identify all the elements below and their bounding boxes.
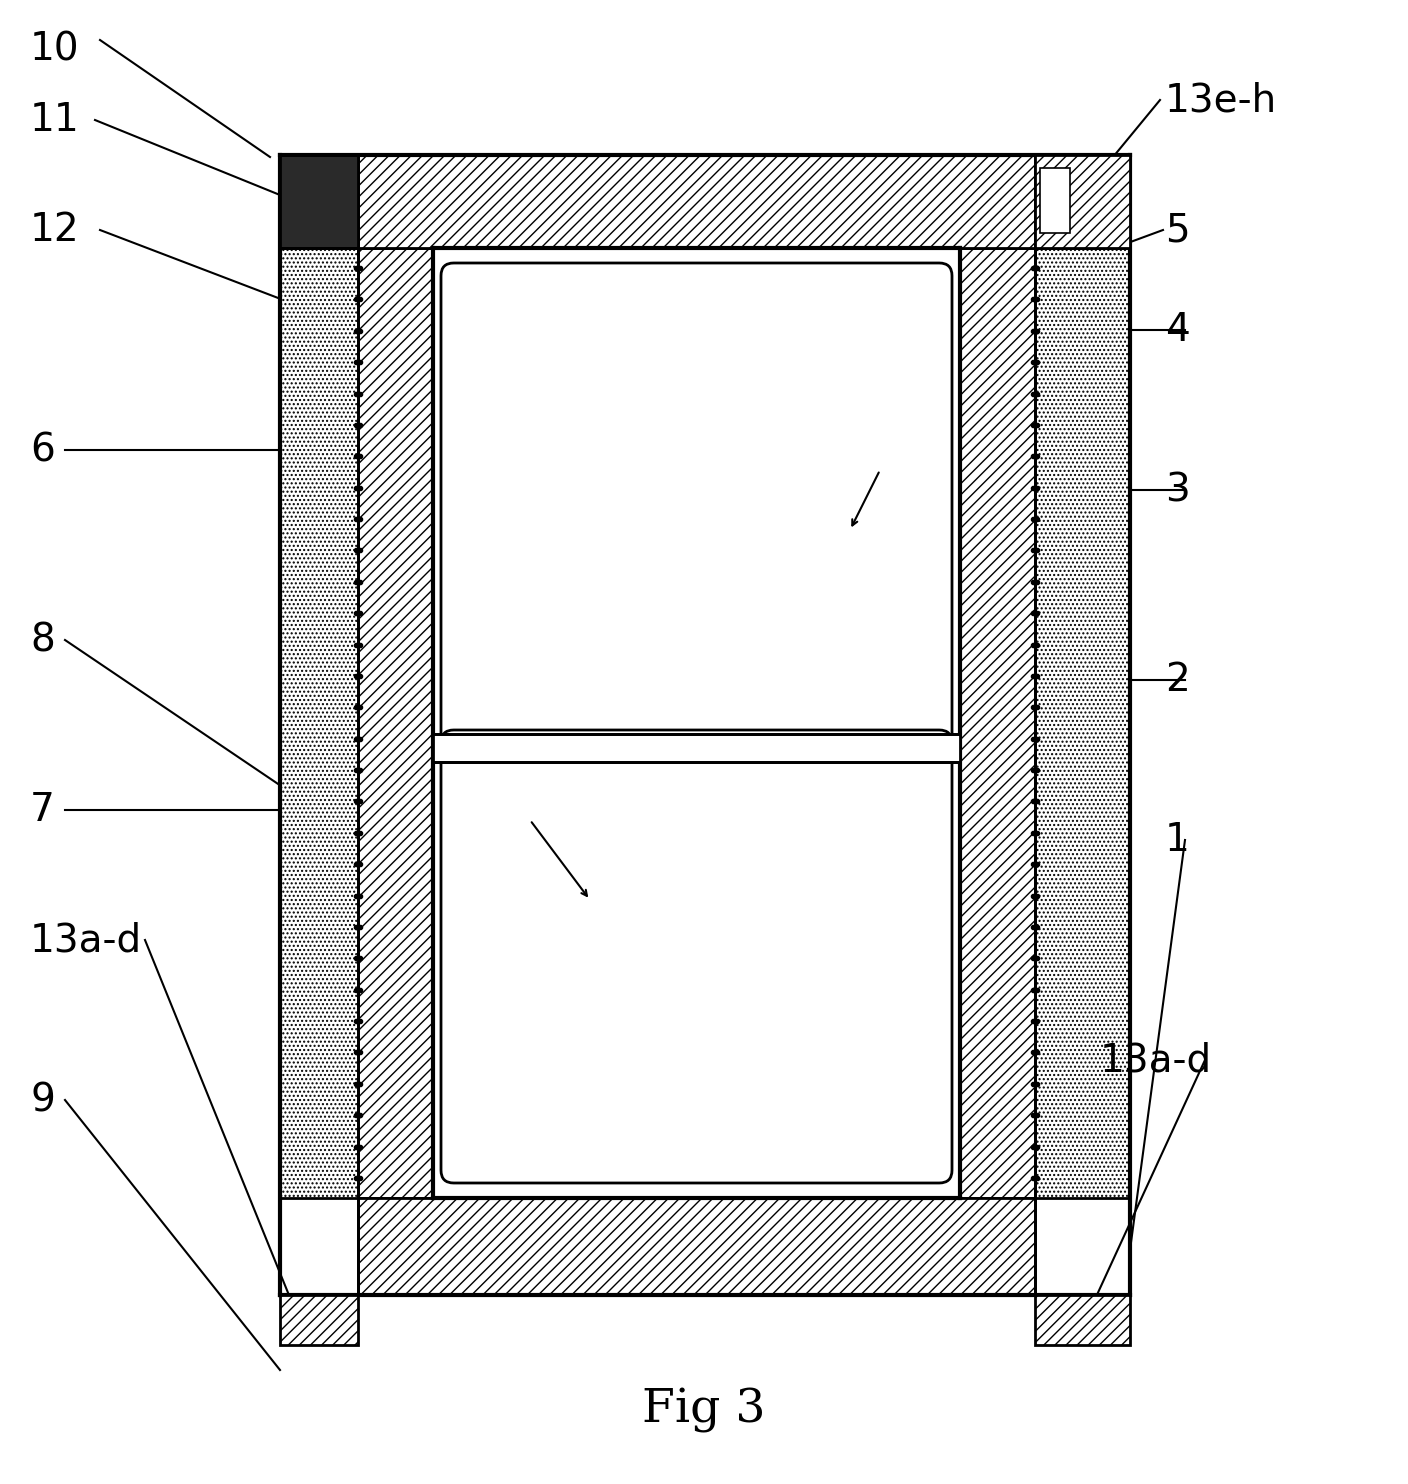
Text: 13a-d: 13a-d (30, 922, 142, 959)
Bar (280, 248, 358, 1198)
Bar (1041, 168, 1070, 233)
Text: 12: 12 (30, 211, 80, 249)
Bar (358, 1198, 1035, 1296)
Text: 3: 3 (1164, 470, 1190, 509)
Bar (1035, 248, 1131, 1198)
Bar (358, 154, 1035, 248)
Text: 1: 1 (1164, 821, 1190, 859)
Text: 6: 6 (30, 430, 55, 469)
Bar (434, 248, 960, 1198)
Text: 2: 2 (1164, 660, 1190, 699)
Bar (280, 154, 358, 248)
Text: 13e-h: 13e-h (1164, 82, 1277, 119)
Bar (960, 248, 1035, 1198)
Bar (358, 248, 434, 1198)
Bar (1035, 154, 1131, 248)
Text: 4: 4 (1164, 312, 1190, 349)
FancyBboxPatch shape (441, 263, 952, 766)
Text: 5: 5 (1164, 211, 1190, 249)
Text: 7: 7 (30, 791, 55, 830)
FancyBboxPatch shape (441, 730, 952, 1183)
Text: 13a-d: 13a-d (1100, 1040, 1212, 1079)
Text: 10: 10 (30, 30, 80, 68)
Text: 9: 9 (30, 1080, 55, 1119)
Text: Fig 3: Fig 3 (642, 1388, 766, 1432)
Bar (280, 1296, 358, 1345)
Text: 11: 11 (30, 101, 80, 139)
Text: 8: 8 (30, 620, 55, 659)
Bar (434, 735, 960, 761)
Bar (1035, 1296, 1131, 1345)
